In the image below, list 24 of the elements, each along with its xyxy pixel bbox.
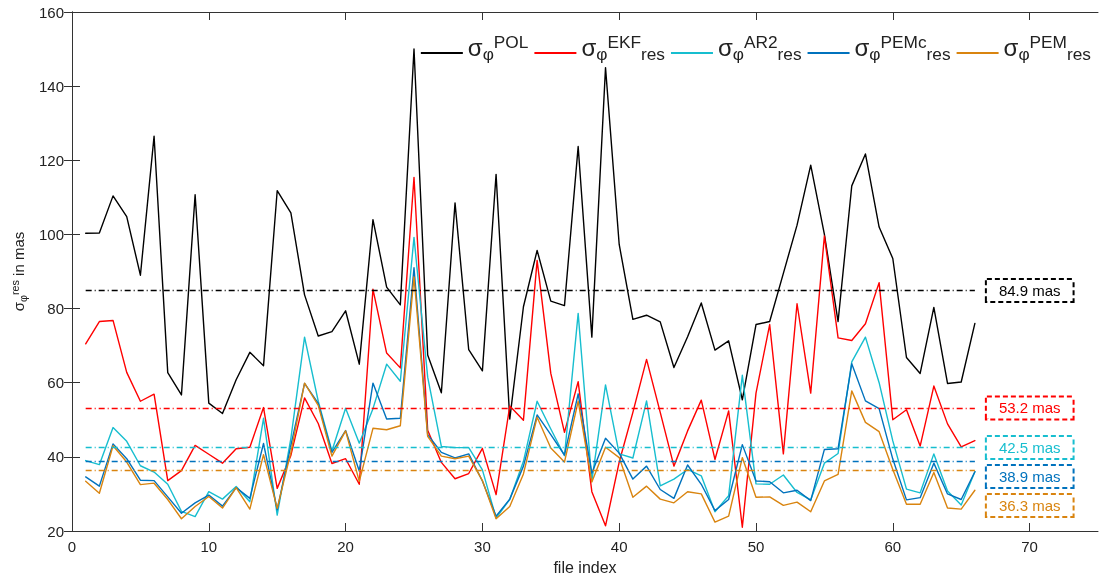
y-tick-label: 160 — [38, 3, 64, 21]
line-series — [84, 176, 976, 528]
ref-line-label: 84.9 mas — [998, 281, 1061, 299]
x-tick-label: 70 — [1021, 538, 1038, 555]
x-tick-label: 30 — [474, 538, 491, 555]
x-tick-label: 50 — [747, 538, 765, 555]
y-tick-label: 120 — [38, 151, 64, 169]
x-tick-label: 10 — [200, 538, 218, 555]
y-tick-label: 20 — [47, 522, 64, 540]
y-tick-label: 60 — [47, 374, 64, 392]
y-tick-label: 140 — [38, 77, 64, 95]
y-axis-title: σφres in mas — [9, 231, 29, 312]
y-tick-label: 40 — [47, 448, 64, 466]
y-tick-label: 100 — [38, 225, 64, 243]
y-tick-label: 80 — [47, 300, 64, 318]
x-tick-label: 20 — [337, 538, 354, 555]
ref-line-label: 42.5 mas — [998, 439, 1061, 457]
x-tick-label: 60 — [884, 538, 902, 555]
ref-line-label: 53.2 mas — [998, 399, 1061, 417]
x-axis-title: file index — [553, 558, 617, 576]
x-tick-label: 40 — [610, 538, 628, 555]
x-tick-label: 0 — [67, 538, 77, 555]
ref-line-label: 38.9 mas — [998, 468, 1061, 486]
ref-line-label: 36.3 mas — [998, 497, 1061, 515]
